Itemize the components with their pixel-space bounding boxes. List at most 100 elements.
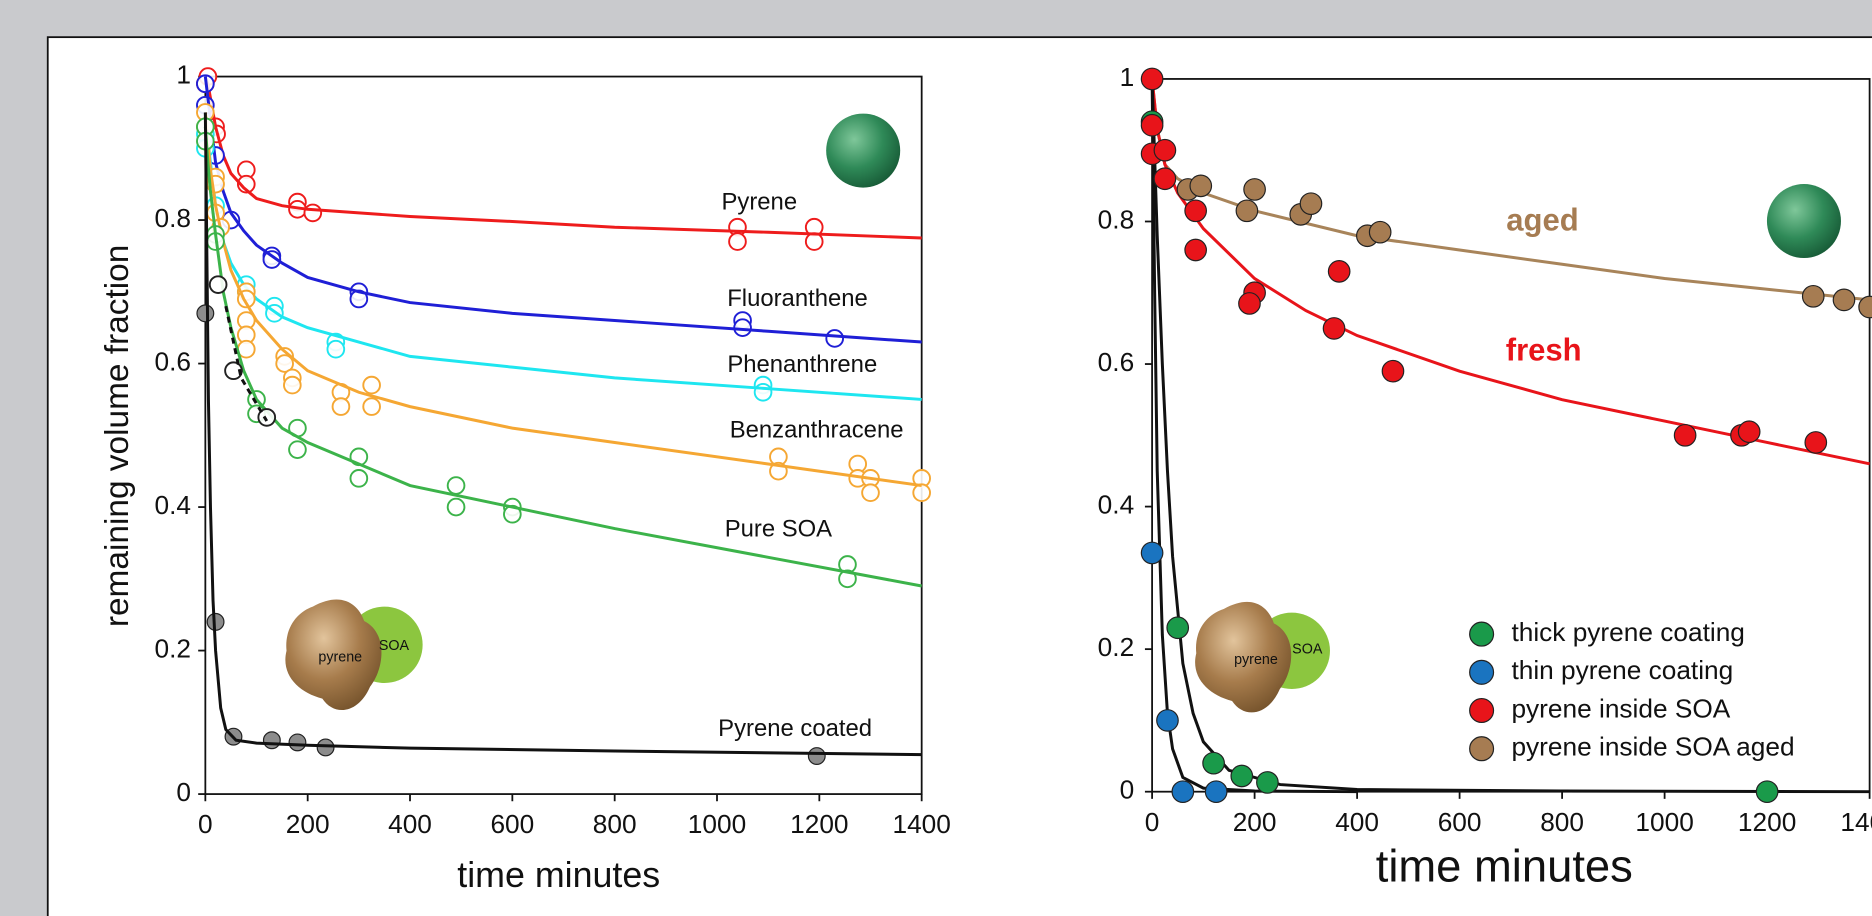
data-point <box>1140 67 1164 91</box>
fit-line <box>1150 78 1870 794</box>
data-point <box>1202 751 1225 775</box>
data-point <box>1804 431 1828 454</box>
data-point <box>728 232 747 251</box>
y-tick-label: 0.2 <box>1098 632 1135 662</box>
y-tick-label: 0.4 <box>1098 490 1135 520</box>
data-point <box>1184 238 1207 262</box>
particle-icon <box>1766 184 1841 259</box>
x-tick-label: 800 <box>593 809 637 839</box>
y-tick-label: 1 <box>176 59 191 89</box>
data-point <box>807 747 826 766</box>
data-point <box>1755 780 1779 804</box>
data-point <box>196 304 215 323</box>
data-point <box>1243 178 1266 201</box>
data-point <box>362 397 381 416</box>
x-tick-label: 200 <box>286 809 330 839</box>
y-tick-label: 0.6 <box>1098 347 1135 377</box>
x-tick-label: 0 <box>1145 807 1160 837</box>
legend-label: pyrene inside SOA <box>1511 693 1730 723</box>
data-point <box>303 203 323 223</box>
x-tick-label: 1400 <box>1840 807 1872 837</box>
data-point <box>1140 113 1164 137</box>
particle-icon <box>826 113 901 188</box>
x-axis-label: time minutes <box>1376 840 1633 891</box>
x-tick-label: 800 <box>1540 807 1584 837</box>
inset-label: SOA <box>1292 641 1323 657</box>
data-point <box>1171 780 1195 804</box>
data-point <box>1204 780 1228 804</box>
data-point <box>1256 771 1279 794</box>
chart: 0 0.2 0.4 0.6 0.8 1 0 200 400 600 800 1000 1200 1400 t… <box>1098 62 1872 891</box>
data-point <box>1368 220 1392 244</box>
data-point <box>1673 423 1697 447</box>
y-tick-label: 0.6 <box>155 347 191 377</box>
data-point <box>1832 288 1856 312</box>
y-tick-label: 0.8 <box>155 203 191 233</box>
data-point <box>446 476 466 495</box>
data-point <box>838 569 857 589</box>
data-point <box>362 375 381 395</box>
panel <box>46 36 1872 916</box>
data-point <box>349 469 369 488</box>
data-point <box>1238 292 1261 315</box>
x-tick-label: 1000 <box>688 809 746 839</box>
legend-marker <box>1469 736 1495 762</box>
data-point <box>1166 616 1190 640</box>
y-tick-label: 0.8 <box>1098 204 1135 234</box>
data-point <box>326 339 346 359</box>
curve-label: Pyrene coated <box>718 715 872 742</box>
y-axis-label: remaining volume fraction <box>99 245 136 628</box>
data-point <box>1299 192 1323 216</box>
data-point <box>1327 260 1351 283</box>
x-tick-label: 600 <box>1438 807 1482 837</box>
data-point <box>208 275 228 294</box>
curve-label: Fluoranthene <box>727 285 868 312</box>
legend-label: pyrene inside SOA aged <box>1511 732 1794 762</box>
curve-label: Phenanthrene <box>727 351 877 378</box>
fit-line <box>203 112 922 757</box>
y-tick-label: 0.4 <box>155 490 191 520</box>
fit-line <box>224 305 269 422</box>
y-tick-label: 0 <box>1120 775 1135 805</box>
curve-label: Pure SOA <box>725 516 832 543</box>
data-point <box>257 408 277 427</box>
annotation: aged <box>1506 202 1578 237</box>
data-point <box>825 329 845 348</box>
data-point <box>288 733 307 752</box>
data-point <box>446 497 466 517</box>
curve-label: Benzanthracene <box>730 416 904 443</box>
annotation: fresh <box>1506 333 1582 368</box>
data-point <box>262 731 281 750</box>
data-point <box>1737 420 1761 444</box>
x-tick-label: 400 <box>1335 807 1379 837</box>
data-point <box>283 375 302 395</box>
y-tick-label: 1 <box>1120 62 1135 92</box>
data-point <box>1381 359 1405 383</box>
data-point <box>1153 167 1177 191</box>
data-point <box>1801 284 1825 308</box>
data-point <box>1156 709 1179 732</box>
legend-marker <box>1469 659 1495 685</box>
x-tick-label: 600 <box>490 809 534 839</box>
data-point <box>262 250 282 269</box>
x-tick-label: 1400 <box>892 809 950 839</box>
data-point <box>912 483 931 503</box>
x-tick-label: 1000 <box>1635 807 1693 837</box>
data-point <box>804 232 824 251</box>
inset-right <box>1195 601 1330 713</box>
x-axis-label: time minutes <box>457 855 660 895</box>
y-tick-label: 0.2 <box>155 634 191 664</box>
inset-label: SOA <box>379 638 410 654</box>
x-tick-label: 1200 <box>1738 807 1796 837</box>
data-point <box>236 174 256 194</box>
data-point <box>1230 764 1254 788</box>
fit-line <box>1150 78 1870 466</box>
curve-label: Pyrene <box>722 188 798 215</box>
data-point <box>1153 138 1177 162</box>
data-point <box>331 397 351 416</box>
legend-marker <box>1469 621 1495 647</box>
plots: 0 0.2 0.4 0.6 0.8 1 0 200 400 600 800 1000 1200 1400 t… <box>99 59 1872 895</box>
inset-label: pyrene <box>318 650 362 666</box>
